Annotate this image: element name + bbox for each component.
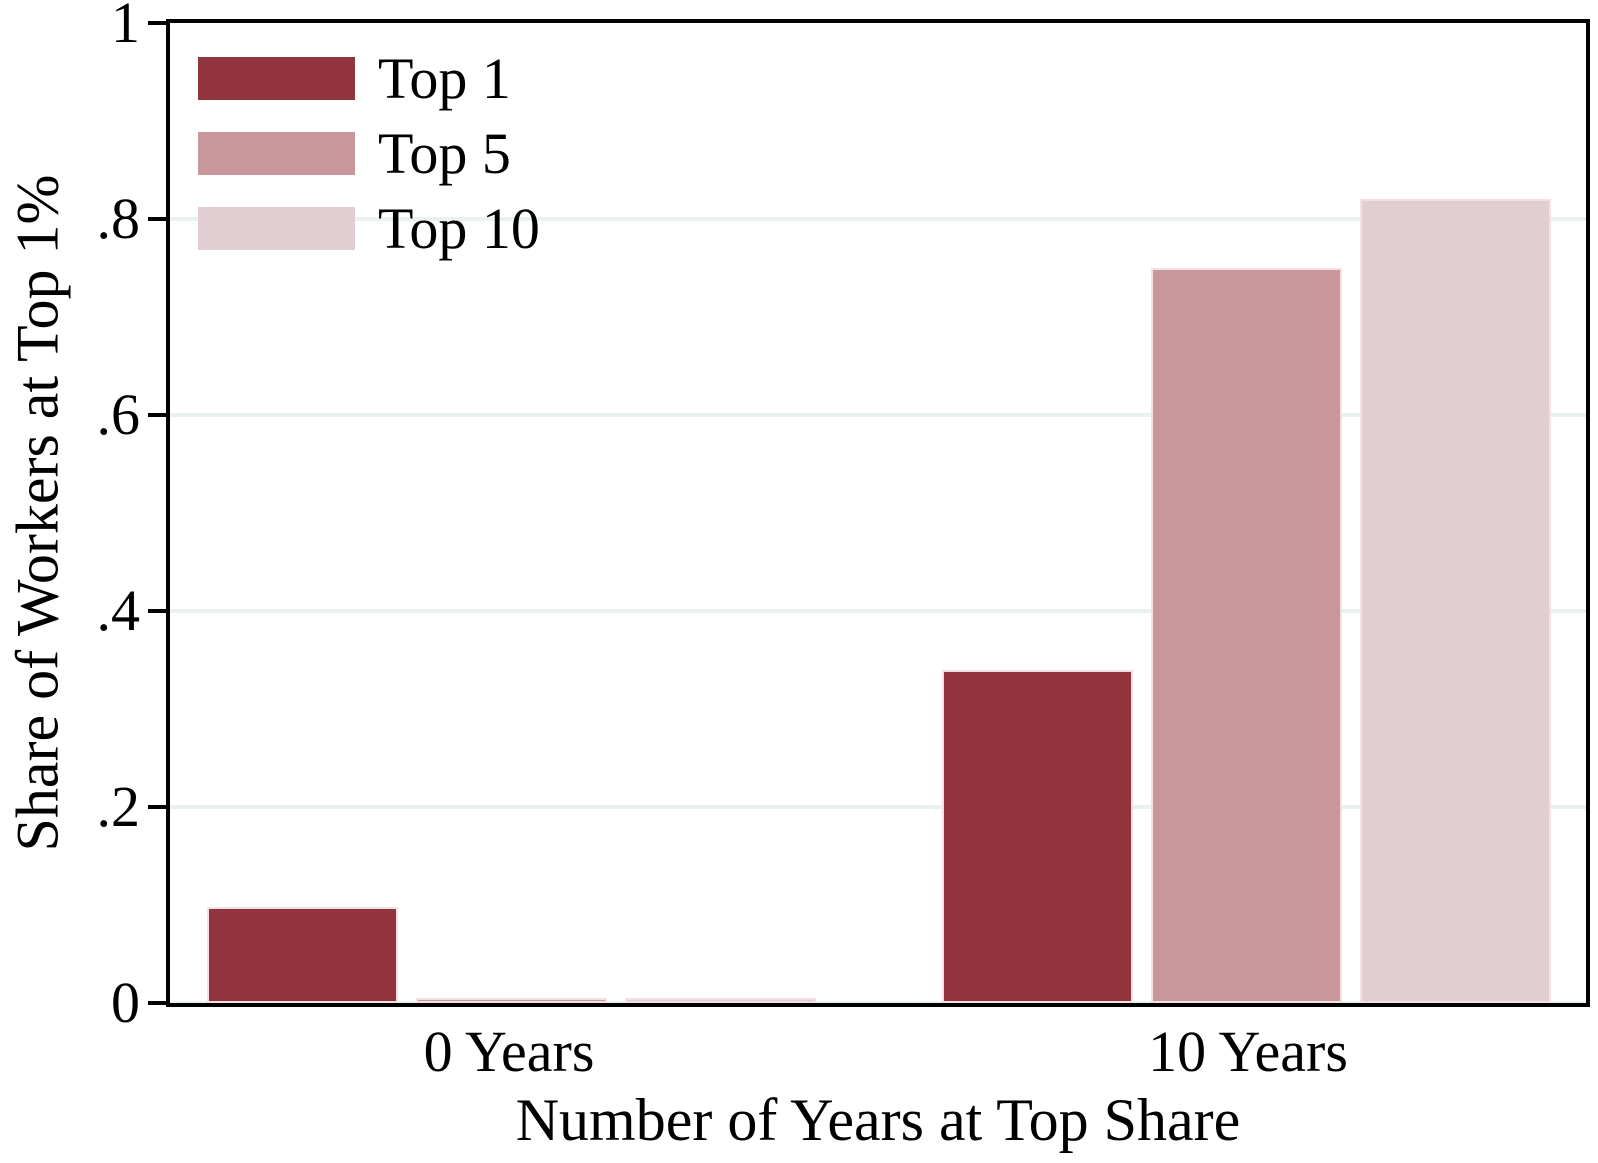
bar-top5-0-years: [415, 998, 607, 1003]
y-tick-.6: [148, 413, 166, 417]
legend-item-top5: Top 5: [198, 116, 540, 191]
y-tick-label-.4: .4: [96, 578, 141, 643]
x-axis-title: Number of Years at Top Share: [515, 1087, 1241, 1153]
bar-top5-10-years: [1150, 268, 1342, 1003]
legend-label-top1: Top 1: [378, 45, 511, 111]
bar-top1-0-years: [206, 906, 398, 1003]
y-tick-label-.2: .2: [96, 774, 141, 839]
legend-label-top10: Top 10: [378, 195, 540, 261]
bar-top10-0-years: [624, 998, 816, 1003]
legend-swatch-top10: [198, 207, 355, 250]
legend-item-top10: Top 10: [198, 191, 540, 266]
y-tick-1: [148, 21, 166, 25]
y-tick-.2: [148, 805, 166, 809]
y-tick-.8: [148, 217, 166, 221]
gridline-y-.4: [170, 609, 1586, 613]
legend-label-top5: Top 5: [378, 120, 511, 186]
y-tick-label-1: 1: [111, 0, 140, 55]
y-tick-0: [148, 1001, 166, 1005]
gridline-y-.6: [170, 413, 1586, 417]
bar-top10-10-years: [1359, 199, 1551, 1003]
gridline-y-.2: [170, 805, 1586, 809]
gridline-y-0: [170, 1001, 1586, 1003]
y-tick-.4: [148, 609, 166, 613]
gridline-y-.8: [170, 217, 1586, 221]
legend-item-top1: Top 1: [198, 41, 540, 116]
y-axis-title: Share of Workers at Top 1%: [4, 174, 71, 852]
plot-area: Top 1 Top 5 Top 10: [166, 19, 1590, 1007]
legend-swatch-top5: [198, 132, 355, 175]
y-tick-label-.8: .8: [96, 186, 141, 251]
y-tick-label-0: 0: [111, 970, 140, 1035]
legend: Top 1 Top 5 Top 10: [198, 41, 540, 266]
x-category-label-10-years: 10 Years: [1148, 1019, 1348, 1084]
y-tick-label-.6: .6: [96, 382, 141, 447]
x-category-label-0-years: 0 Years: [423, 1019, 595, 1084]
legend-swatch-top1: [198, 57, 355, 100]
bar-top1-10-years: [941, 669, 1133, 1003]
